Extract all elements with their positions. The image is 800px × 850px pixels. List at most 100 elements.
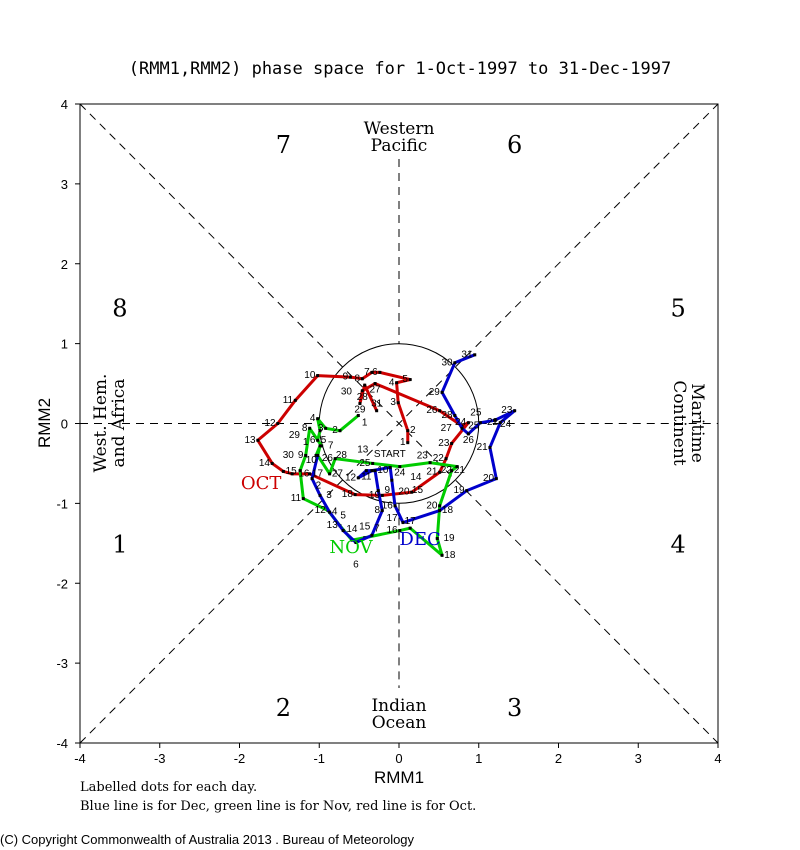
day-dot [370,533,374,537]
day-label: 29 [289,430,301,441]
series-oct [256,370,470,497]
day-dot [450,441,454,445]
footnote-dots: Labelled dots for each day. [80,780,258,795]
y-tick-label: 0 [61,417,68,432]
day-dot [276,422,280,425]
day-dot [360,389,364,393]
day-label: 28 [357,392,369,403]
day-label: 15 [412,485,424,496]
day-label: 27 [370,385,382,396]
region-indian-ocean: Ocean [372,713,427,733]
day-dot [466,432,470,436]
region-west-hem-africa: West. Hem. [91,374,111,473]
day-dot [308,472,312,476]
day-dot [318,444,322,448]
day-dot [438,470,442,474]
day-label: 21 [477,442,489,453]
day-dot [308,426,312,430]
day-dot [435,537,439,541]
day-dot [316,438,320,442]
day-dot [498,421,502,425]
diagonal-line [79,103,719,744]
day-dot [408,378,412,382]
day-label: 25 [359,458,371,469]
day-label: 18 [442,505,454,516]
day-dot [460,426,464,430]
day-label: 11 [283,395,294,406]
region-indian-ocean: Indian [371,696,426,716]
day-label: 22 [433,453,445,464]
day-dot [298,469,302,473]
day-label: 24 [394,468,406,479]
day-dot [256,438,260,442]
region-western-pacific: Western [364,119,435,139]
day-label: 6 [353,560,359,571]
day-label: 8 [355,373,361,384]
day-label: 9 [298,450,304,461]
day-label: 13 [327,520,339,531]
series-dec [310,353,517,545]
day-label: 24 [500,419,512,430]
day-dot [395,381,399,385]
day-label: 10 [306,455,318,466]
y-tick-label: -2 [56,576,68,591]
day-dot [378,370,382,374]
day-dot [358,402,362,406]
region-maritime-continent: Maritime [687,383,707,463]
y-tick-label: 1 [61,337,68,352]
day-dot [380,509,384,513]
day-dot [493,418,497,422]
day-dot [356,476,360,480]
day-label: 23 [501,405,513,416]
day-dot [301,497,305,501]
day-label: 28 [441,410,453,421]
x-tick-label: -4 [74,751,86,766]
day-label: 13 [244,435,256,446]
day-dot [406,441,410,445]
day-dot [341,529,345,533]
day-label: 12 [264,418,276,429]
day-label: 30 [441,357,453,368]
day-label: 20 [483,473,495,484]
month-label-oct: OCT [241,473,282,494]
copyright: (C) Copyright Commonwealth of Australia … [0,832,415,847]
day-label: 26 [463,435,475,446]
day-dot [373,469,377,473]
day-label: 25 [468,420,480,431]
day-dot [388,465,392,469]
day-label: 24 [455,417,467,428]
day-label: 20 [426,500,438,511]
day-label: 19 [443,533,455,544]
start-label: START [374,449,406,460]
day-label: 17 [387,513,399,524]
day-dot [398,529,402,533]
day-label: 11 [361,472,372,483]
day-label: 14 [410,472,422,483]
day-label: 5 [340,511,346,522]
day-label: 6 [310,435,316,446]
day-label: 1 [400,437,406,448]
day-label: 4 [389,377,395,388]
day-dot [466,421,470,425]
day-dot [364,469,368,473]
day-dot [318,493,322,497]
day-label: 10 [377,465,389,476]
day-label: 3 [326,490,332,501]
day-dot [354,541,358,545]
day-label: 8 [302,423,308,434]
day-label: 13 [357,444,369,455]
day-label: 1 [303,437,309,448]
day-dot [453,361,457,365]
x-tick-label: -3 [154,751,166,766]
phase-4-label: 4 [670,530,685,558]
phase-7-label: 7 [276,131,291,159]
month-label-dec: DEC [399,529,440,550]
day-label: 30 [341,387,353,398]
day-dot [428,461,432,465]
region-western-pacific: Pacific [371,136,428,156]
day-label: 23 [438,438,450,449]
day-dot [328,510,332,514]
day-dot [314,453,318,457]
